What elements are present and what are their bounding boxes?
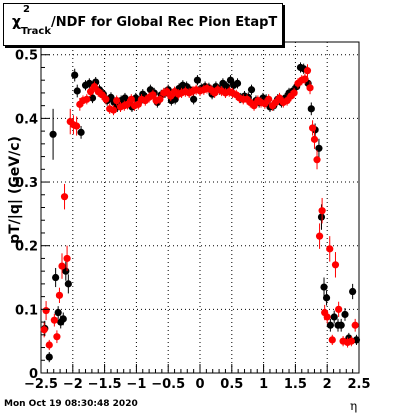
- x-tick-label: −1: [126, 377, 146, 392]
- data-point: [318, 207, 326, 215]
- data-point: [303, 67, 312, 75]
- data-point: [190, 95, 198, 103]
- data-point: [55, 291, 64, 299]
- data-point: [62, 267, 70, 275]
- chart-title: χ 2 Track/NDF for Global Rec Pion EtapT: [12, 4, 278, 37]
- data-point: [71, 71, 79, 79]
- data-point: [290, 89, 298, 97]
- data-point: [306, 84, 314, 92]
- data-point: [59, 315, 67, 323]
- data-point: [323, 313, 331, 321]
- x-tick-label: −2: [63, 377, 83, 392]
- data-point: [60, 193, 69, 201]
- data-point: [193, 76, 202, 84]
- x-axis-label: η: [350, 399, 358, 413]
- data-point: [341, 310, 349, 319]
- x-tick-label: −2.5: [24, 377, 58, 392]
- data-point: [322, 294, 331, 302]
- data-point: [247, 86, 256, 94]
- data-point: [301, 75, 309, 83]
- data-point: [320, 283, 328, 291]
- data-point: [73, 122, 81, 130]
- data-point: [326, 245, 334, 253]
- data-point: [113, 96, 121, 105]
- data-point: [64, 280, 72, 288]
- y-tick-label: 0: [29, 367, 38, 382]
- data-point: [50, 316, 58, 324]
- data-point: [83, 95, 91, 103]
- y-tick-label: 0.3: [15, 176, 38, 191]
- data-point: [310, 135, 319, 143]
- data-point: [52, 273, 60, 282]
- x-tick-label: 2.5: [347, 377, 370, 392]
- x-tick-label: 0.5: [220, 377, 243, 392]
- y-tick-label: 0.4: [15, 112, 38, 127]
- x-tick-label: 0: [195, 377, 204, 392]
- data-point: [127, 95, 135, 103]
- data-point: [54, 308, 62, 317]
- y-axis-label: pT/|q| (GeV/c): [7, 136, 23, 244]
- x-tick-label: −0.5: [151, 377, 185, 392]
- y-tick-label: 0.2: [15, 240, 38, 255]
- y-tick-label: 0.5: [15, 49, 38, 64]
- data-series: [40, 62, 361, 363]
- data-point: [77, 128, 85, 136]
- data-point: [90, 82, 99, 91]
- title-box: χ 2 Track/NDF for Global Rec Pion EtapT: [3, 3, 283, 46]
- x-tick-label: 2: [323, 377, 332, 392]
- x-tick-label: 1: [259, 377, 268, 392]
- data-point: [328, 336, 336, 344]
- series-group: [41, 62, 361, 363]
- data-point: [326, 321, 334, 329]
- data-point: [109, 106, 118, 114]
- data-point: [335, 305, 343, 313]
- y-tick-label: 0.1: [15, 303, 38, 318]
- data-point: [308, 124, 317, 132]
- data-point: [42, 307, 50, 315]
- data-point: [233, 79, 242, 87]
- timestamp: Mon Oct 19 08:30:48 2020: [4, 399, 138, 409]
- x-tick-label: 1.5: [284, 377, 307, 392]
- data-point: [149, 91, 157, 99]
- data-point: [102, 95, 110, 103]
- data-point: [313, 156, 321, 164]
- data-point: [156, 95, 164, 103]
- data-point: [58, 262, 66, 270]
- data-point: [73, 87, 81, 95]
- data-point: [265, 95, 273, 103]
- data-point: [315, 232, 324, 240]
- data-point: [53, 333, 61, 341]
- data-point: [250, 102, 258, 110]
- data-point: [337, 321, 345, 329]
- data-point: [331, 261, 340, 269]
- data-point: [330, 313, 338, 321]
- title-rest: /NDF for Global Rec Pion EtapT: [51, 15, 278, 30]
- data-point: [45, 353, 53, 361]
- data-point: [315, 144, 323, 152]
- data-point: [40, 326, 48, 334]
- data-point: [307, 105, 315, 113]
- axis-ticks: −2.5 −2 −1.5 −1 −0.5 0 0.5 1 1.5 2 2.5 0 0.1 0.2 0.3 0.…: [15, 49, 371, 392]
- data-point: [45, 341, 53, 349]
- series-group: [40, 64, 359, 351]
- data-point: [123, 100, 132, 108]
- data-point: [349, 287, 357, 296]
- data-point: [351, 321, 359, 329]
- title-subscript: Track: [21, 26, 52, 37]
- data-point: [347, 337, 355, 345]
- title-superscript: 2: [23, 4, 30, 15]
- x-tick-label: −1.5: [88, 377, 122, 392]
- data-point: [49, 130, 57, 138]
- data-point: [87, 88, 95, 96]
- data-point: [63, 254, 71, 263]
- title-chi: χ: [12, 14, 22, 30]
- data-point: [317, 213, 326, 221]
